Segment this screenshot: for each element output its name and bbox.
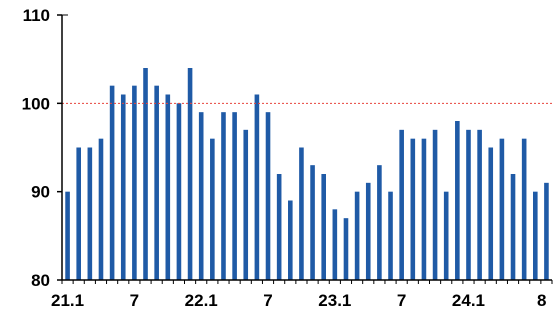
bar-23.8	[410, 138, 416, 280]
bar-24.4	[499, 138, 505, 280]
y-tick-label-100: 100	[22, 94, 50, 113]
bar-21.10	[165, 94, 171, 280]
bar-22.9	[288, 200, 293, 280]
bar-21.2	[76, 147, 81, 280]
bar-23.1	[332, 209, 338, 280]
bar-22.4	[232, 112, 237, 280]
y-ticks-group: 80 90 100 110	[22, 6, 62, 290]
bar-22.2	[210, 138, 215, 280]
bar-24.7	[533, 191, 538, 280]
bars-group	[65, 68, 549, 280]
x-tick-label-22.1: 22.1	[185, 291, 218, 310]
bar-22.7	[265, 112, 271, 280]
bar-21.1	[65, 191, 70, 280]
bar-23.6	[388, 191, 393, 280]
bar-21.11	[176, 103, 182, 280]
x-tick-label-23.1: 23.1	[318, 291, 351, 310]
x-tick-label-7: 7	[397, 291, 406, 310]
x-ticks-group: 21.1 7 22.1 7 23.1 7 24.1 8	[51, 280, 553, 310]
bar-21.5	[109, 85, 115, 280]
bar-24.3	[488, 147, 494, 280]
bar-24.6	[521, 138, 527, 280]
bar-22.8	[276, 174, 282, 280]
bar-21.7	[132, 85, 137, 280]
bar-22.10	[299, 147, 304, 280]
bar-23.10	[432, 129, 438, 280]
bar-22.3	[221, 112, 226, 280]
bar-23.11	[443, 191, 449, 280]
bar-22.6	[254, 94, 260, 280]
bar-23.2	[343, 218, 349, 280]
bar-22.1	[198, 112, 204, 280]
y-tick-label-110: 110	[23, 6, 50, 25]
bar-21.12	[187, 68, 193, 280]
bar-22.5	[243, 129, 249, 280]
bar-21.6	[120, 94, 126, 280]
bar-24.5	[510, 174, 516, 280]
x-tick-label-7: 7	[130, 291, 139, 310]
bar-24.1	[466, 129, 471, 280]
x-tick-label-7: 7	[263, 291, 272, 310]
bar-23.12	[455, 121, 460, 280]
bar-21.9	[154, 85, 159, 280]
y-tick-label-90: 90	[31, 183, 50, 202]
bar-21.4	[98, 138, 104, 280]
bar-21.3	[87, 147, 93, 280]
bar-23.9	[421, 138, 427, 280]
bar-24.8	[544, 182, 549, 280]
x-tick-label-24.1: 24.1	[452, 291, 485, 310]
bar-23.5	[377, 165, 382, 280]
bar-23.7	[399, 129, 404, 280]
x-tick-label-21.1: 21.1	[51, 291, 84, 310]
bar-23.4	[365, 182, 371, 280]
bar-23.3	[354, 191, 360, 280]
bar-24.2	[477, 129, 482, 280]
bar-22.12	[321, 174, 326, 280]
bar-21.8	[143, 68, 148, 280]
x-tick-label-8: 8	[537, 291, 546, 310]
y-tick-label-80: 80	[31, 271, 50, 290]
bar-22.11	[310, 165, 315, 280]
